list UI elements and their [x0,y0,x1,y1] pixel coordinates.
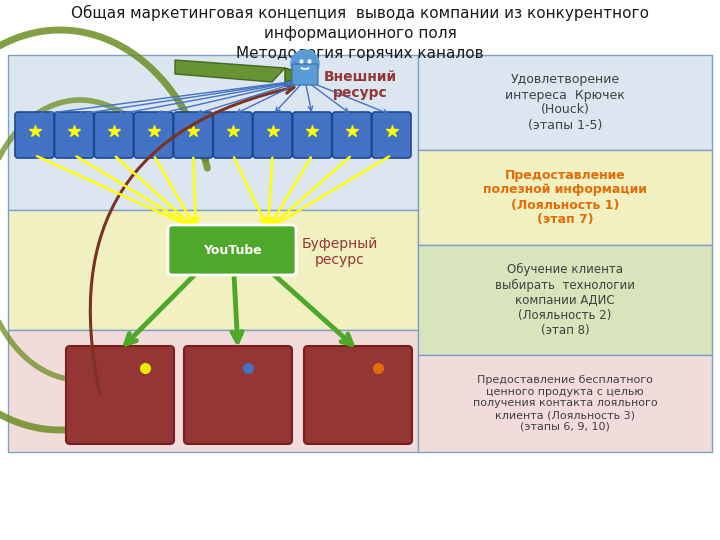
Text: Предоставление
полезной информации
(Лояльность 1)
(этап 7): Предоставление полезной информации (Лоял… [483,168,647,226]
Text: YouTube: YouTube [202,244,261,256]
Text: Удовлетворение
интереса  Крючек
(Houck)
(этапы 1-5): Удовлетворение интереса Крючек (Houck) (… [505,73,625,132]
Text: Внешний
ресурс: Внешний ресурс [323,70,397,100]
FancyBboxPatch shape [292,64,318,85]
Bar [418,150,712,245]
FancyBboxPatch shape [184,346,292,444]
FancyBboxPatch shape [174,112,212,158]
Circle shape [291,50,319,78]
FancyBboxPatch shape [55,112,94,158]
FancyBboxPatch shape [94,112,133,158]
Text: Обучение клиента
выбирать  технологии
компании АДИС
(Лояльность 2)
(этап 8): Обучение клиента выбирать технологии ком… [495,264,635,336]
Bar [418,245,712,355]
Polygon shape [285,68,308,82]
FancyBboxPatch shape [66,346,174,444]
Bar [8,330,418,452]
Text: Буферный
ресурс: Буферный ресурс [302,237,378,267]
FancyBboxPatch shape [253,112,292,158]
Bar [8,210,418,330]
FancyBboxPatch shape [15,112,54,158]
FancyBboxPatch shape [134,112,173,158]
FancyBboxPatch shape [304,346,412,444]
FancyBboxPatch shape [168,225,296,275]
FancyBboxPatch shape [372,112,411,158]
Polygon shape [175,60,285,82]
Bar [8,55,418,210]
Bar [418,55,712,150]
FancyBboxPatch shape [333,112,372,158]
FancyBboxPatch shape [292,112,332,158]
Text: Общая маркетинговая концепция  вывода компании из конкурентного
информационного : Общая маркетинговая концепция вывода ком… [71,5,649,61]
FancyBboxPatch shape [213,112,252,158]
Bar [418,355,712,452]
Text: Предоставление бесплатного
ценного продукта с целью
получения контакта лояльного: Предоставление бесплатного ценного проду… [473,375,657,431]
